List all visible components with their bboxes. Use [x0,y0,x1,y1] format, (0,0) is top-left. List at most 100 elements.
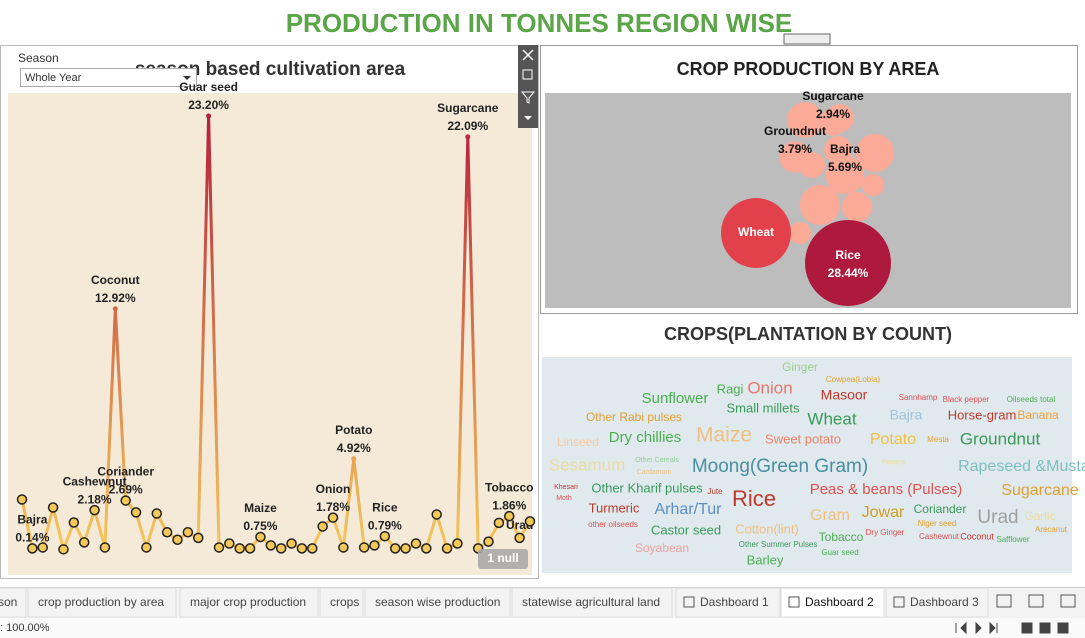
word[interactable]: Barley [747,552,784,567]
point[interactable] [524,516,536,527]
point[interactable] [452,538,463,549]
point[interactable] [16,494,28,505]
word[interactable]: Dry Ginger [866,528,905,537]
word[interactable]: Potato [870,431,916,448]
word[interactable]: Ginger [782,360,818,374]
bubble[interactable] [825,155,865,195]
word[interactable]: Coconut [960,531,994,541]
word[interactable]: Other Kharif pulses [591,480,703,495]
point[interactable] [255,531,266,543]
point[interactable] [358,542,370,553]
point[interactable] [206,113,212,119]
new-dashboard-icon[interactable] [1028,594,1044,608]
point[interactable] [317,521,328,532]
point[interactable] [192,532,204,544]
word[interactable]: Dry chillies [609,429,682,446]
word[interactable]: Other Cereals [635,457,679,464]
word[interactable]: Sweet potato [765,431,841,446]
word[interactable]: Urad [977,507,1018,528]
word[interactable]: Arecanut [1035,525,1068,534]
word[interactable]: Linseed [557,435,599,449]
point[interactable] [161,527,173,538]
point[interactable] [327,512,339,523]
word[interactable]: Sugarcane [1001,482,1078,499]
close-icon[interactable] [522,49,534,61]
point[interactable] [286,538,297,549]
word[interactable]: Onion [747,378,792,397]
word[interactable]: Cashewnut [919,532,960,541]
tab[interactable] [179,587,319,618]
word[interactable]: Other Rabi pulses [586,410,682,424]
point[interactable] [182,527,194,538]
point[interactable] [369,540,380,551]
word[interactable]: Jowar [862,504,905,521]
word[interactable]: Moth [556,495,572,502]
word[interactable]: Cotton(lint) [735,521,799,536]
point[interactable] [421,543,432,554]
word[interactable]: Rapeseed &Mustard [958,458,1085,475]
word[interactable]: Rice [732,486,776,511]
more-icon[interactable] [524,116,532,120]
drag-handle[interactable] [783,33,831,45]
point[interactable] [172,534,183,545]
point[interactable] [389,543,401,554]
word[interactable]: Safflower [996,535,1030,544]
bubble[interactable] [786,101,824,139]
word[interactable]: Peas & beans (Pulses) [810,481,963,498]
tab[interactable] [511,587,673,618]
word[interactable]: Jute [707,487,723,496]
tab[interactable] [364,587,511,618]
word[interactable]: Coriander [914,502,967,516]
bubble[interactable] [861,173,885,197]
word[interactable]: Gram [810,507,850,524]
word[interactable]: Arhar/Tur [655,501,723,518]
point[interactable] [379,530,391,542]
word[interactable]: Groundnut [960,429,1041,448]
bubble[interactable] [819,108,847,136]
new-story-icon[interactable] [1060,594,1076,608]
word[interactable]: Sannhamp [899,393,938,402]
point[interactable] [296,543,308,554]
point[interactable] [68,517,80,528]
word[interactable]: other oilseeds [588,520,638,529]
point[interactable] [514,532,525,544]
word[interactable]: Ragi [717,381,744,396]
bubble[interactable] [855,133,895,173]
word[interactable]: Garlic [1024,509,1055,523]
tab[interactable] [885,587,989,618]
point[interactable] [234,543,245,554]
word[interactable]: Cardamom [637,469,672,476]
word[interactable]: Sesamum [549,455,626,474]
point[interactable] [493,517,505,529]
point[interactable] [400,543,411,554]
word[interactable]: Oilseeds total [1007,395,1056,404]
tab[interactable] [675,587,781,618]
word[interactable]: Wheat [807,409,856,428]
point[interactable] [351,456,357,462]
word[interactable]: Black pepper [943,395,990,404]
bubble[interactable] [799,184,841,226]
word[interactable]: Tobacco [819,530,864,544]
point[interactable] [265,540,277,551]
point[interactable] [244,543,256,554]
word[interactable]: Turmeric [589,500,640,515]
point[interactable] [441,543,453,554]
point[interactable] [213,542,225,553]
word[interactable]: Banana [1017,408,1059,422]
point[interactable] [120,495,131,506]
point[interactable] [224,538,235,549]
status-controls[interactable] [955,621,1069,635]
tab[interactable] [27,587,177,618]
point[interactable] [465,134,471,140]
point[interactable] [275,543,287,554]
word[interactable]: Castor seed [651,522,721,537]
point[interactable] [431,509,442,520]
point[interactable] [89,504,100,516]
word[interactable]: Sunflower [642,390,709,407]
point[interactable] [307,543,318,554]
point[interactable] [47,502,59,513]
word[interactable]: Masoor [821,387,868,403]
word[interactable]: Papaya [881,459,905,466]
word[interactable]: Cowpea(Lobia) [826,375,881,384]
tab[interactable] [0,587,27,618]
